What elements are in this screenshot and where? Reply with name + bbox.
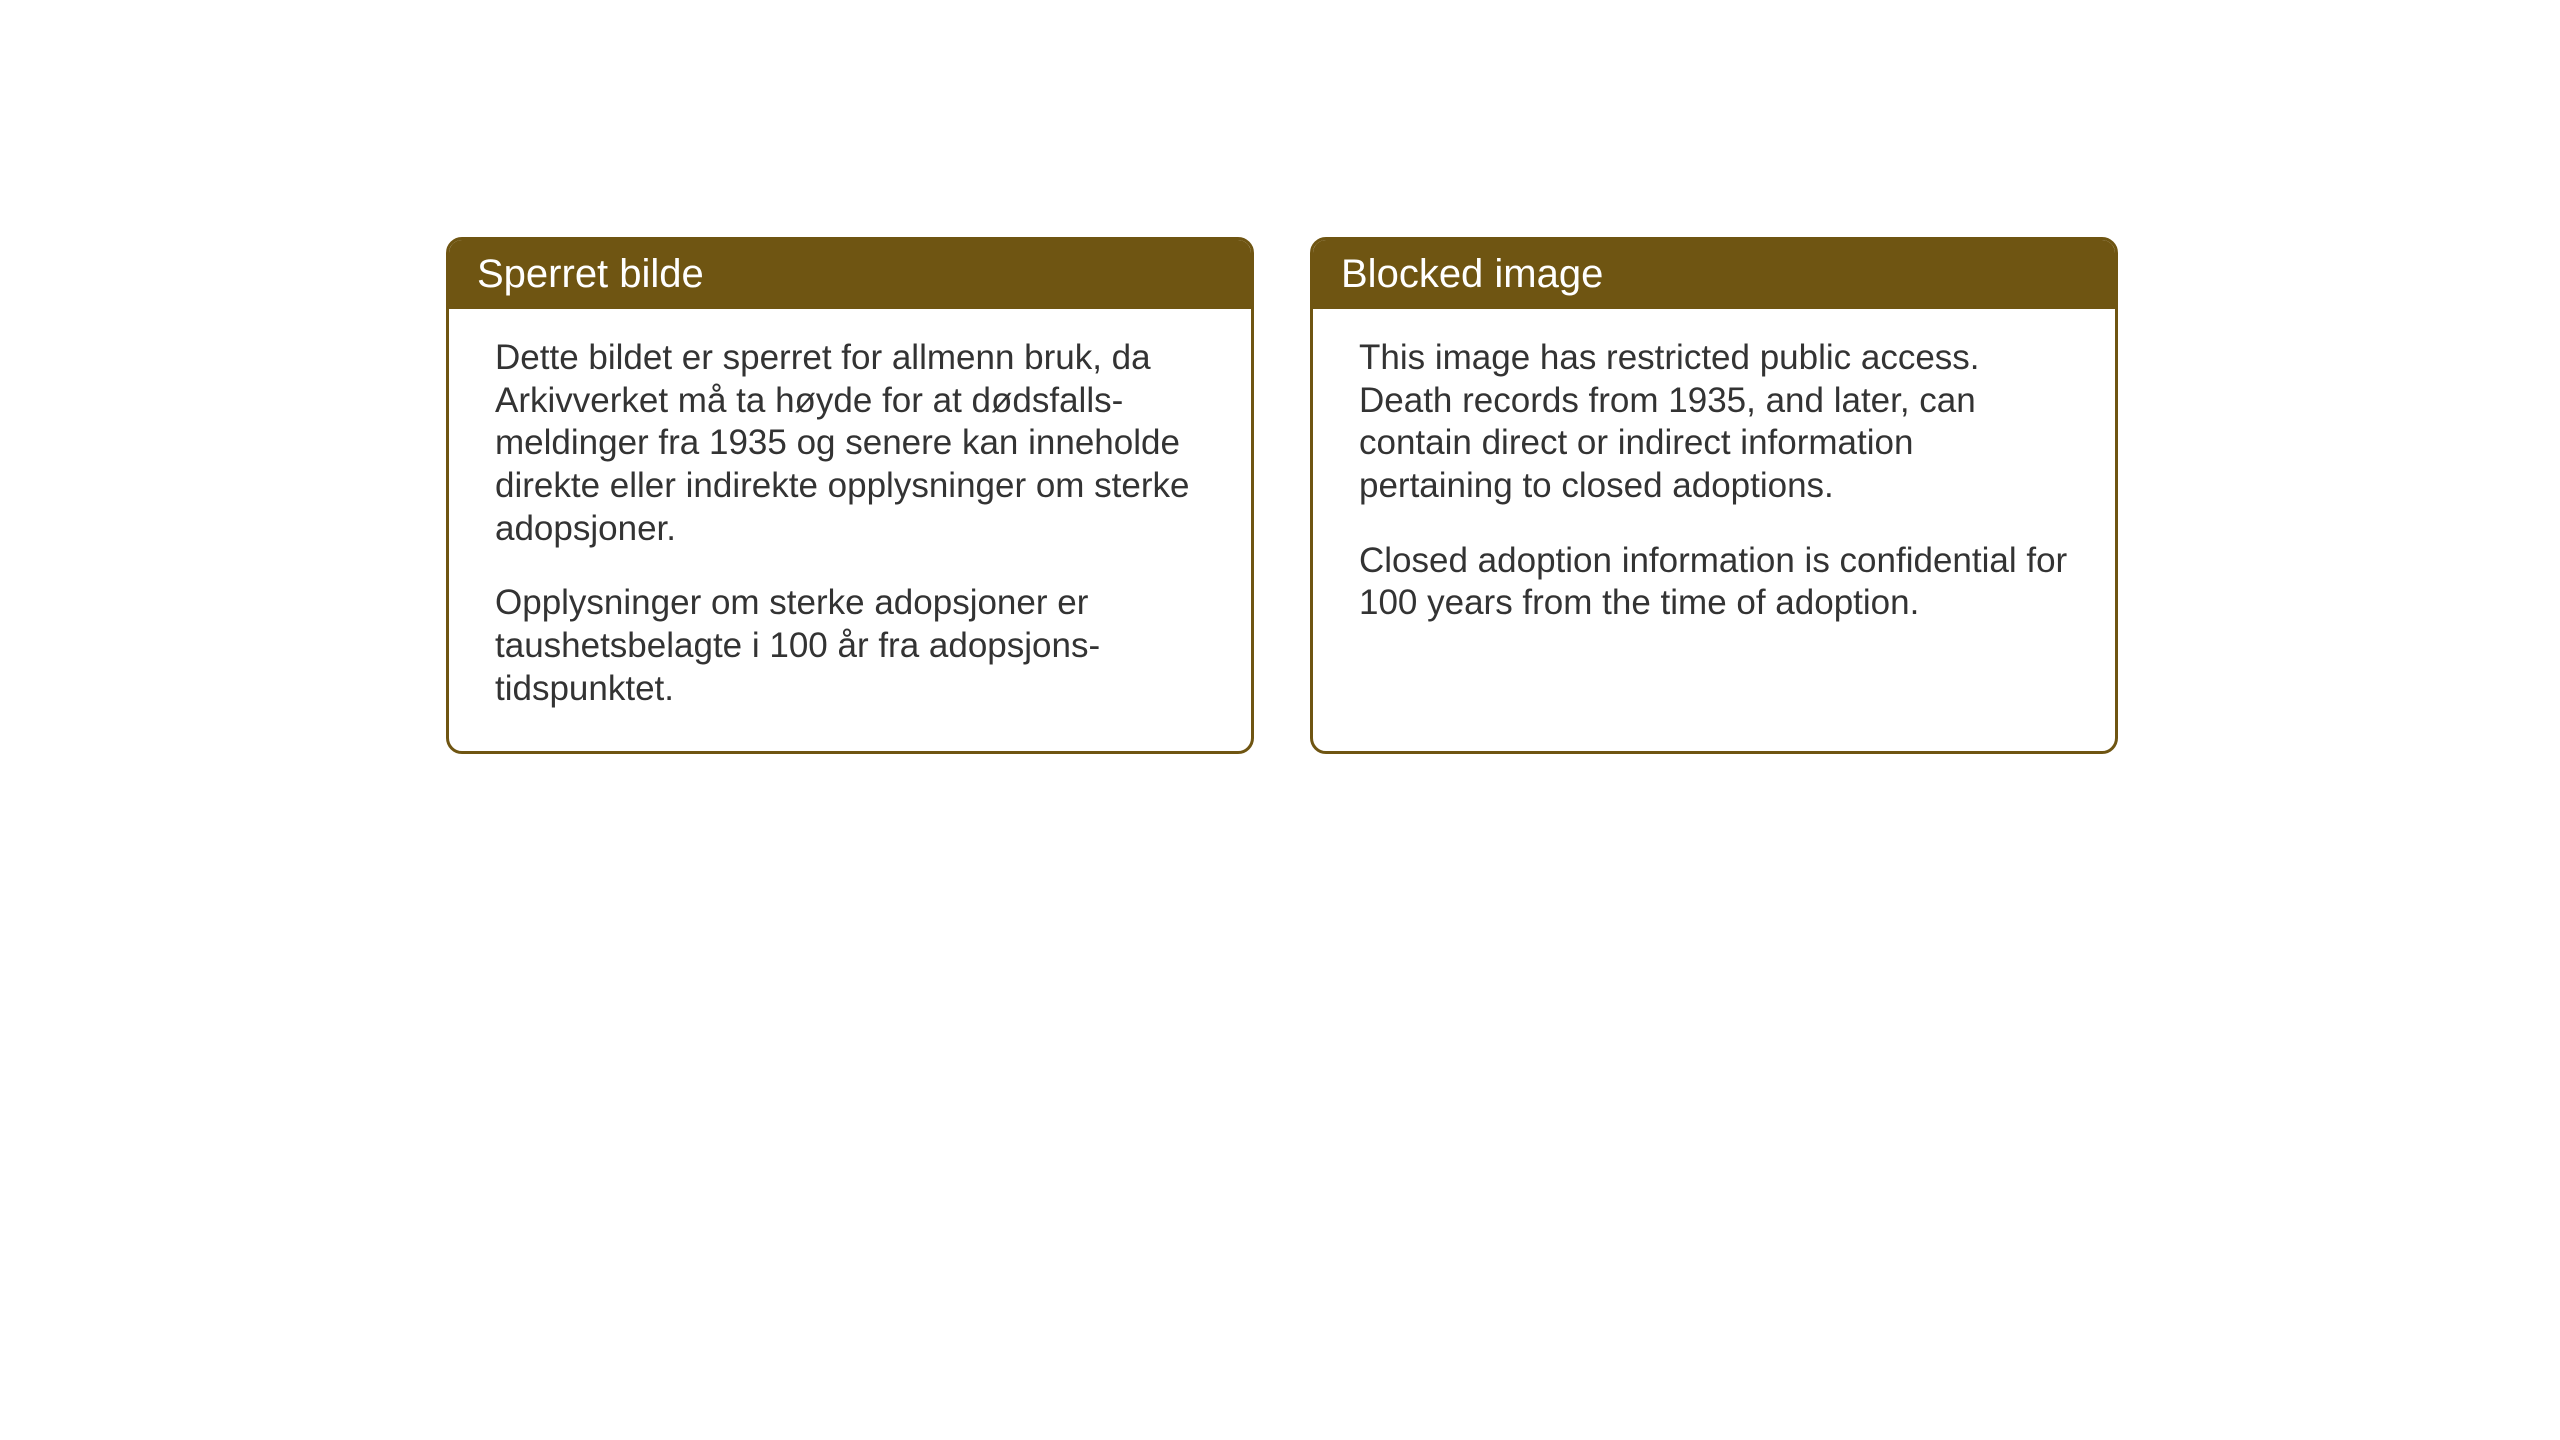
norwegian-card-body: Dette bildet er sperret for allmenn bruk…: [449, 309, 1251, 751]
norwegian-paragraph-1: Dette bildet er sperret for allmenn bruk…: [495, 337, 1205, 550]
cards-container: Sperret bilde Dette bildet er sperret fo…: [446, 237, 2118, 754]
norwegian-paragraph-2: Opplysninger om sterke adopsjoner er tau…: [495, 582, 1205, 710]
norwegian-card-header: Sperret bilde: [449, 240, 1251, 309]
english-paragraph-2: Closed adoption information is confident…: [1359, 540, 2069, 625]
norwegian-card: Sperret bilde Dette bildet er sperret fo…: [446, 237, 1254, 754]
english-card-body: This image has restricted public access.…: [1313, 309, 2115, 739]
norwegian-card-title: Sperret bilde: [477, 252, 704, 296]
english-card-title: Blocked image: [1341, 252, 1603, 296]
english-card: Blocked image This image has restricted …: [1310, 237, 2118, 754]
english-card-header: Blocked image: [1313, 240, 2115, 309]
english-paragraph-1: This image has restricted public access.…: [1359, 337, 2069, 508]
